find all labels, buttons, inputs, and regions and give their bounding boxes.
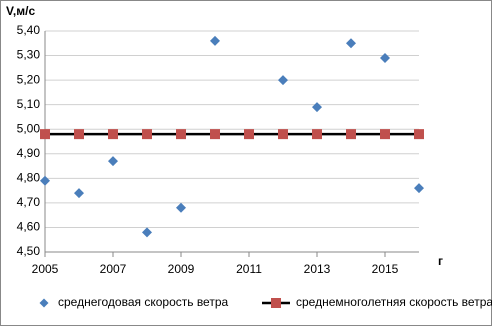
line-marker xyxy=(74,129,84,140)
y-tick-label: 5,30 xyxy=(17,48,41,62)
scatter-point xyxy=(414,183,424,194)
line-marker xyxy=(278,129,288,140)
scatter-point xyxy=(346,38,356,49)
legend-marker xyxy=(271,298,281,308)
legend-marker xyxy=(39,298,49,308)
line-marker xyxy=(346,129,356,140)
line-marker xyxy=(108,129,118,140)
line-marker xyxy=(414,129,424,140)
y-tick-label: 4,90 xyxy=(17,146,41,160)
y-tick-label: 4,80 xyxy=(17,171,41,185)
x-tick-label: 2005 xyxy=(32,262,59,276)
scatter-point xyxy=(74,188,84,199)
line-marker xyxy=(142,129,152,140)
legend-label: среднемноголетняя скорость ветра xyxy=(296,295,492,309)
scatter-point xyxy=(380,53,390,64)
scatter-point xyxy=(108,156,118,167)
scatter-point xyxy=(176,202,186,213)
line-marker xyxy=(176,129,186,140)
scatter-point xyxy=(40,175,50,186)
line-marker xyxy=(380,129,390,140)
scatter-point xyxy=(142,227,152,238)
y-axis-label: V,м/с xyxy=(6,4,35,18)
y-tick-label: 5,40 xyxy=(17,23,41,37)
line-marker xyxy=(210,129,220,140)
legend-label: среднегодовая скорость ветра xyxy=(58,295,229,309)
scatter-point xyxy=(312,102,322,113)
line-marker xyxy=(244,129,254,140)
y-tick-label: 4,60 xyxy=(17,220,41,234)
x-tick-label: 2015 xyxy=(372,262,399,276)
scatter-point xyxy=(278,75,288,86)
line-marker xyxy=(40,129,50,140)
y-tick-label: 5,00 xyxy=(17,121,41,135)
line-marker xyxy=(312,129,322,140)
x-tick-label: 2011 xyxy=(236,262,262,276)
scatter-point xyxy=(210,35,220,46)
y-tick-label: 4,50 xyxy=(17,244,41,258)
x-tick-label: 2009 xyxy=(168,262,195,276)
y-tick-label: 5,20 xyxy=(17,72,41,86)
x-axis-label: г xyxy=(438,254,443,268)
y-tick-label: 5,10 xyxy=(17,97,41,111)
x-tick-label: 2007 xyxy=(100,262,127,276)
y-tick-label: 4,70 xyxy=(17,195,41,209)
x-tick-label: 2013 xyxy=(304,262,331,276)
